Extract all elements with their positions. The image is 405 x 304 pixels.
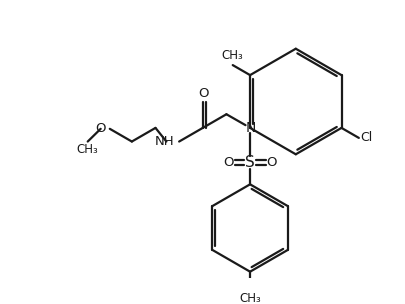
Text: CH₃: CH₃ — [239, 292, 261, 304]
Text: S: S — [245, 155, 255, 170]
Text: CH₃: CH₃ — [77, 143, 98, 156]
Text: O: O — [198, 87, 209, 100]
Text: O: O — [96, 122, 106, 135]
Text: NH: NH — [155, 135, 175, 148]
Text: Cl: Cl — [361, 131, 373, 144]
Text: CH₃: CH₃ — [222, 49, 243, 62]
Text: O: O — [223, 156, 233, 169]
Text: N: N — [246, 121, 256, 135]
Text: O: O — [266, 156, 277, 169]
